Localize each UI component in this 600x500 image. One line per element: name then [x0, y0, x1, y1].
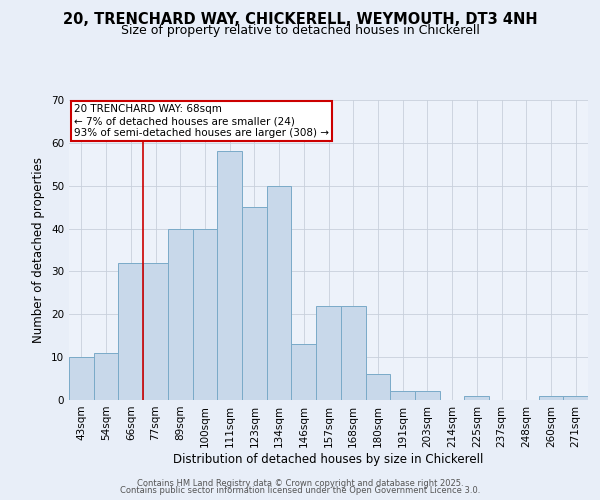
Bar: [168, 228, 193, 400]
Bar: [118, 263, 143, 400]
Bar: [143, 263, 168, 400]
Bar: [341, 306, 365, 400]
Bar: [365, 374, 390, 400]
Text: Contains HM Land Registry data © Crown copyright and database right 2025.: Contains HM Land Registry data © Crown c…: [137, 478, 463, 488]
Bar: [464, 396, 489, 400]
Bar: [539, 396, 563, 400]
Bar: [69, 357, 94, 400]
Bar: [242, 207, 267, 400]
Bar: [94, 353, 118, 400]
Text: Contains public sector information licensed under the Open Government Licence 3.: Contains public sector information licen…: [120, 486, 480, 495]
Bar: [193, 228, 217, 400]
Bar: [292, 344, 316, 400]
Bar: [267, 186, 292, 400]
Text: Size of property relative to detached houses in Chickerell: Size of property relative to detached ho…: [121, 24, 479, 37]
Bar: [217, 152, 242, 400]
Bar: [390, 392, 415, 400]
Bar: [415, 392, 440, 400]
Y-axis label: Number of detached properties: Number of detached properties: [32, 157, 46, 343]
Text: 20, TRENCHARD WAY, CHICKERELL, WEYMOUTH, DT3 4NH: 20, TRENCHARD WAY, CHICKERELL, WEYMOUTH,…: [62, 12, 538, 28]
Text: 20 TRENCHARD WAY: 68sqm
← 7% of detached houses are smaller (24)
93% of semi-det: 20 TRENCHARD WAY: 68sqm ← 7% of detached…: [74, 104, 329, 138]
X-axis label: Distribution of detached houses by size in Chickerell: Distribution of detached houses by size …: [173, 452, 484, 466]
Bar: [563, 396, 588, 400]
Bar: [316, 306, 341, 400]
